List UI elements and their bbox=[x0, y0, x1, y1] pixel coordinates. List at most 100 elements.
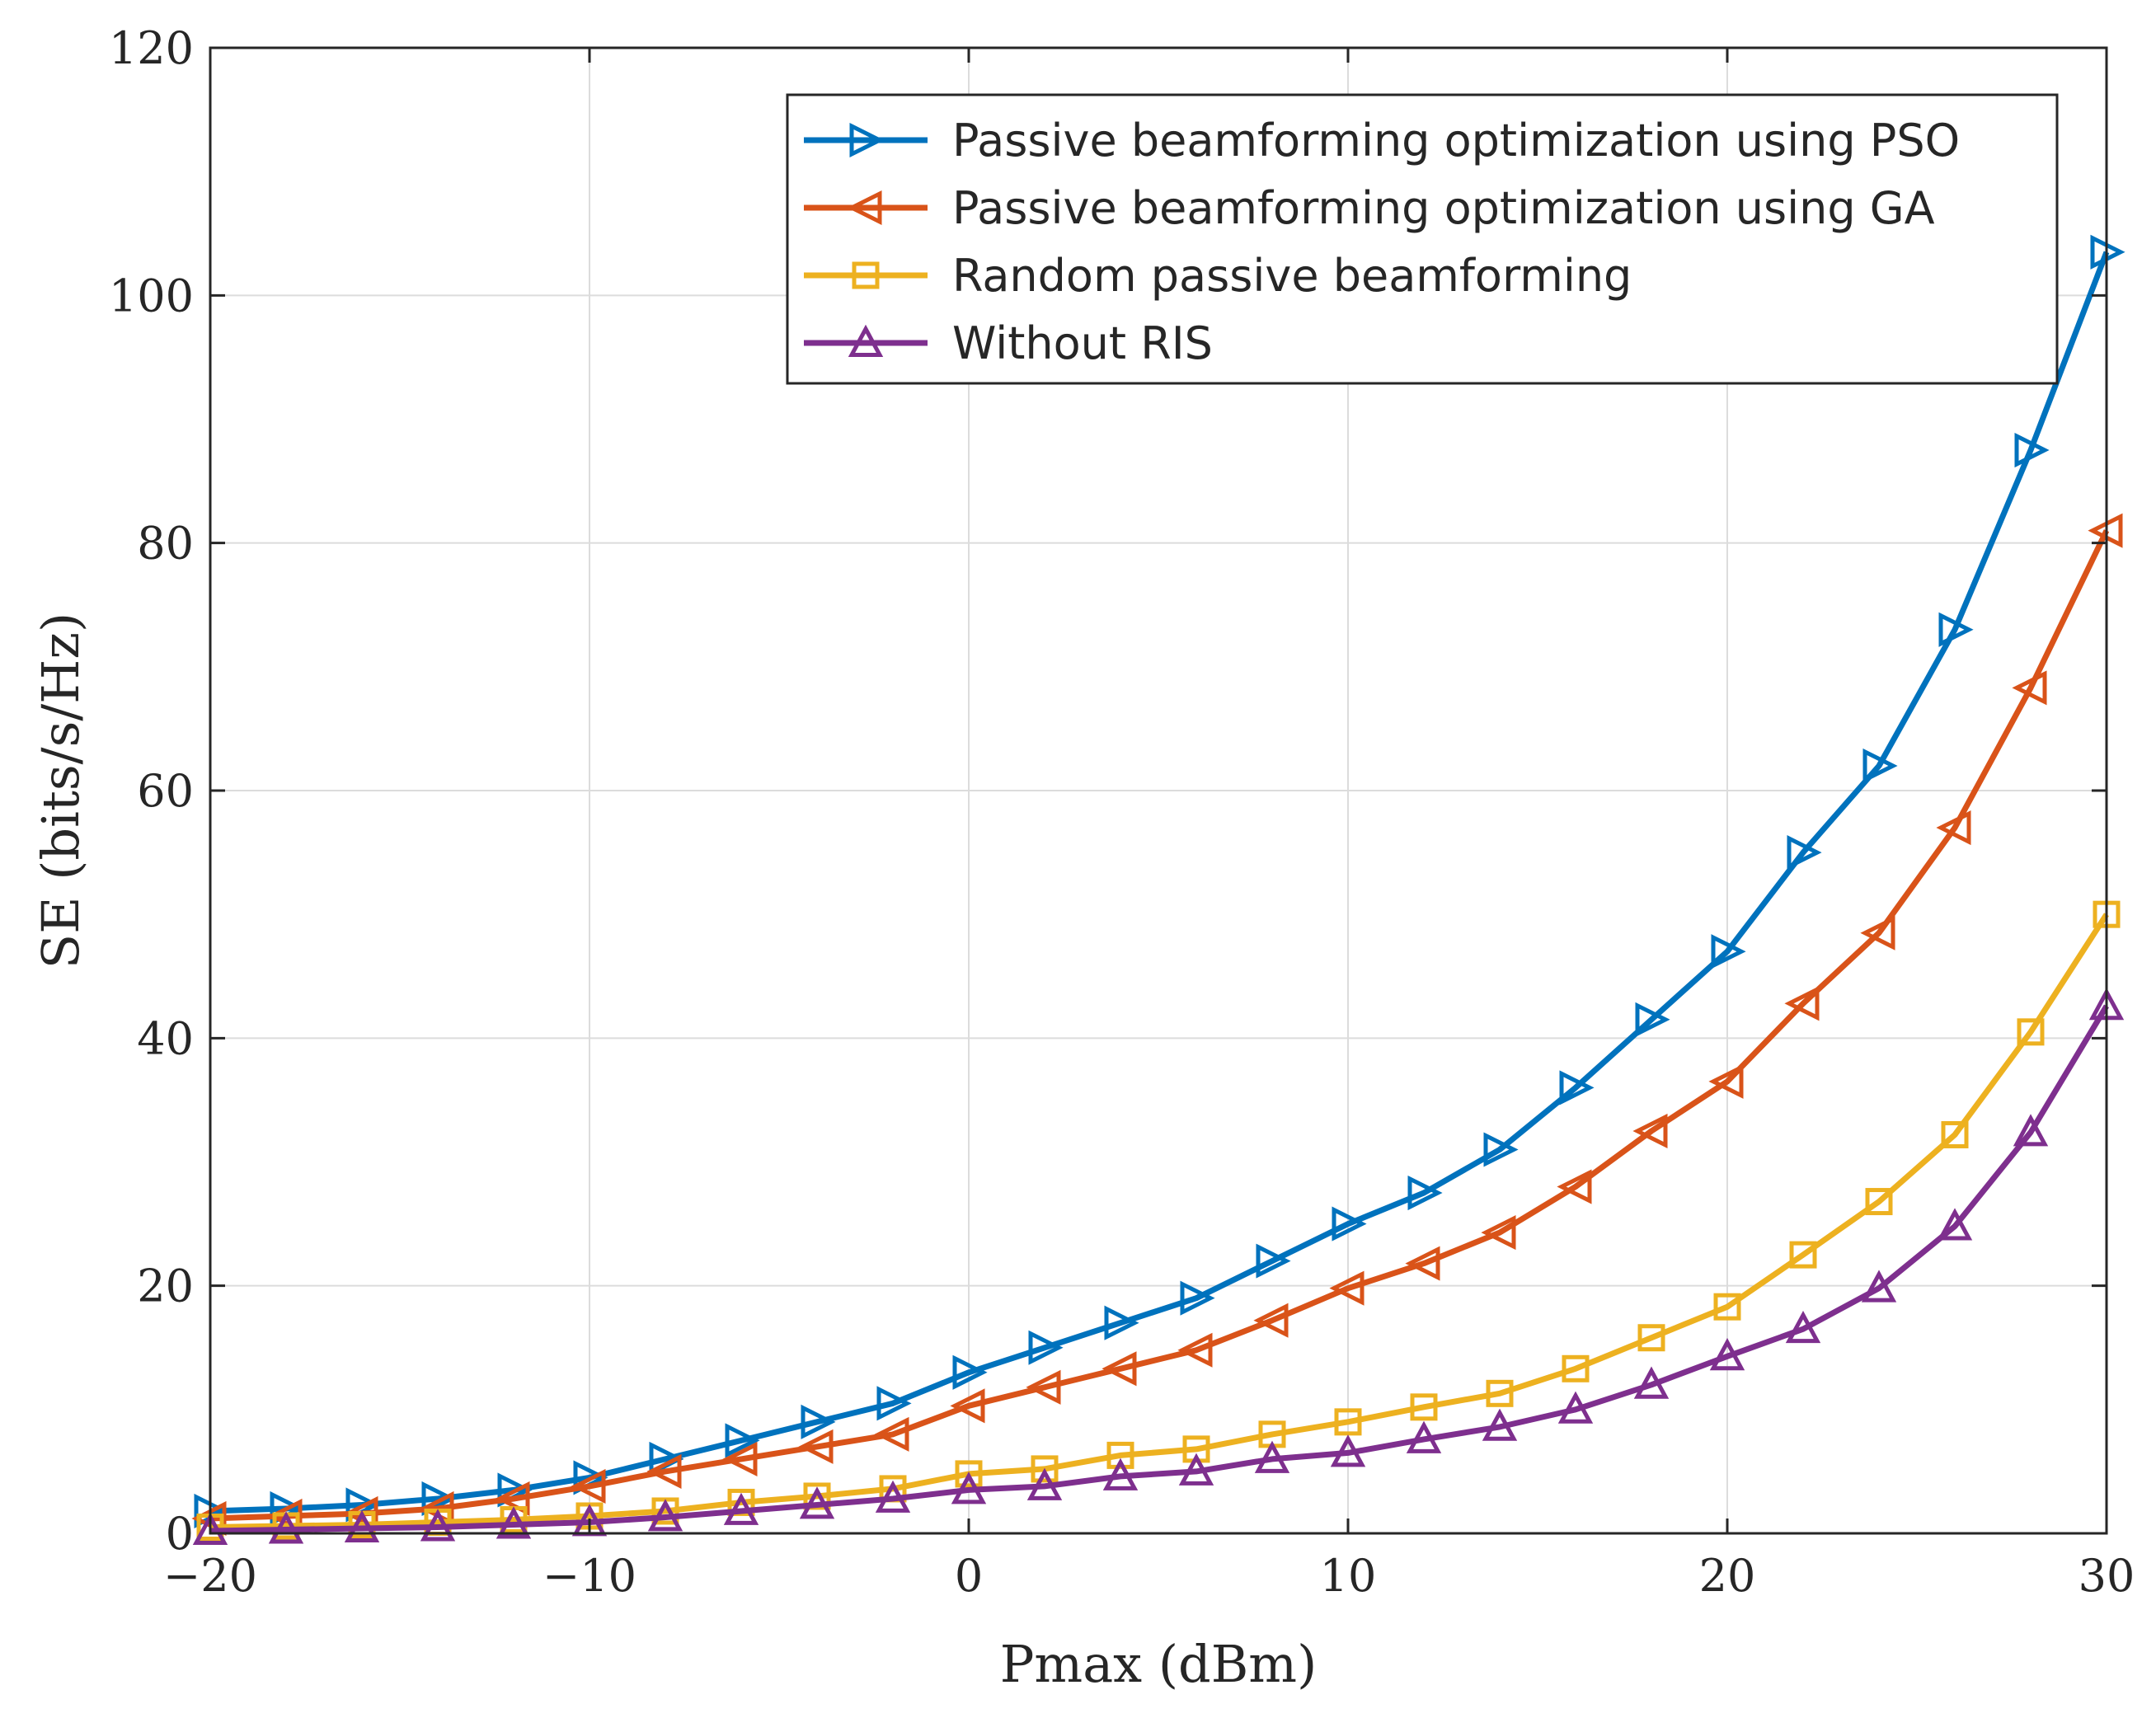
data-point bbox=[1861, 1270, 1897, 1303]
y-tick-label: 80 bbox=[137, 518, 194, 570]
data-point bbox=[1562, 1354, 1590, 1382]
data-point bbox=[1106, 1441, 1134, 1469]
x-tick-label: 20 bbox=[1699, 1550, 1756, 1602]
legend-label: Random passive beamforming bbox=[952, 250, 1632, 302]
legend-label: Passive beamforming optimization using P… bbox=[952, 115, 1960, 167]
data-point bbox=[1860, 915, 1895, 951]
data-point bbox=[1713, 1293, 1741, 1321]
series-line bbox=[209, 251, 2110, 1514]
legend-item: Random passive beamforming bbox=[804, 250, 1632, 302]
y-tick-label: 20 bbox=[137, 1260, 194, 1312]
data-point bbox=[725, 1423, 760, 1458]
data-point bbox=[875, 1480, 911, 1513]
data-point bbox=[495, 1481, 530, 1516]
data-point bbox=[1633, 1366, 1670, 1399]
data-point bbox=[801, 1404, 836, 1439]
data-point bbox=[1481, 1215, 1516, 1251]
data-point bbox=[1028, 1330, 1064, 1365]
data-point bbox=[1865, 1188, 1893, 1216]
data-point bbox=[1104, 1305, 1139, 1340]
y-tick-label: 120 bbox=[109, 22, 194, 74]
data-point bbox=[1557, 1391, 1594, 1424]
x-tick-label: 0 bbox=[955, 1550, 983, 1602]
data-point bbox=[1486, 1379, 1514, 1407]
data-point bbox=[950, 1388, 985, 1424]
data-point bbox=[571, 1468, 606, 1504]
data-point bbox=[420, 1509, 456, 1542]
data-point bbox=[1026, 1467, 1063, 1500]
x-axis-label: Pmax (dBm) bbox=[1000, 1634, 1318, 1694]
legend-box bbox=[786, 93, 2059, 385]
data-point bbox=[1637, 1324, 1665, 1352]
data-point bbox=[421, 1481, 457, 1516]
y-tick-label: 60 bbox=[137, 765, 194, 817]
data-point bbox=[1405, 1246, 1440, 1281]
legend-label: Without RIS bbox=[952, 317, 1213, 369]
series-4 bbox=[192, 988, 2125, 1545]
data-point bbox=[952, 1354, 988, 1390]
data-point bbox=[1253, 1303, 1289, 1338]
data-point bbox=[1937, 1208, 1973, 1241]
data-point bbox=[951, 1472, 987, 1504]
data-point bbox=[1178, 1453, 1214, 1486]
y-tick-label: 0 bbox=[166, 1508, 194, 1560]
data-point bbox=[267, 1498, 303, 1534]
legend-item: Passive beamforming optimization using G… bbox=[804, 182, 1935, 234]
data-point bbox=[1709, 1338, 1745, 1371]
data-point bbox=[192, 1512, 228, 1545]
data-point bbox=[496, 1506, 532, 1539]
data-point bbox=[1101, 1351, 1137, 1387]
y-axis-label: SE (bits/s/Hz) bbox=[31, 613, 91, 969]
data-point bbox=[1180, 1280, 1215, 1316]
legend-item: Passive beamforming optimization using P… bbox=[804, 115, 1960, 167]
data-point bbox=[646, 1453, 682, 1489]
data-point bbox=[2013, 1114, 2049, 1147]
series-2 bbox=[191, 513, 2123, 1537]
data-point bbox=[1031, 1455, 1059, 1483]
y-tick-label: 100 bbox=[109, 270, 194, 322]
x-tick-label: −20 bbox=[163, 1550, 257, 1602]
series-line bbox=[209, 529, 2110, 1522]
data-point bbox=[2014, 432, 2050, 468]
data-point bbox=[955, 1460, 983, 1488]
data-point bbox=[1559, 1070, 1595, 1105]
data-point bbox=[1329, 1270, 1365, 1306]
data-point bbox=[1936, 810, 1971, 846]
series-line bbox=[209, 1004, 2110, 1534]
data-point bbox=[2017, 1018, 2045, 1046]
data-point bbox=[799, 1486, 835, 1519]
legend-swatch-marker bbox=[848, 324, 884, 357]
data-point bbox=[1256, 1243, 1291, 1279]
data-point bbox=[1330, 1434, 1366, 1467]
data-point bbox=[344, 1509, 380, 1542]
data-point bbox=[1254, 1440, 1290, 1473]
data-point bbox=[343, 1495, 378, 1532]
data-point bbox=[1632, 1113, 1668, 1149]
data-point bbox=[722, 1441, 758, 1476]
data-point bbox=[1410, 1393, 1438, 1421]
y-tick-label: 40 bbox=[137, 1012, 194, 1064]
x-tick-label: 10 bbox=[1320, 1550, 1377, 1602]
data-point bbox=[798, 1429, 834, 1464]
data-point bbox=[1026, 1369, 1061, 1405]
axis-ticks: −20 −10 0 10 20 30 0 20 40 60 80 100 120 bbox=[109, 22, 2135, 1602]
data-point bbox=[1483, 1132, 1519, 1167]
data-point bbox=[1177, 1332, 1213, 1368]
data-point bbox=[1862, 748, 1898, 784]
x-tick-label: −10 bbox=[543, 1550, 636, 1602]
legend-label: Passive beamforming optimization using G… bbox=[952, 182, 1935, 234]
data-point bbox=[1789, 1241, 1817, 1269]
data-point bbox=[1784, 986, 1820, 1021]
data-point bbox=[723, 1492, 759, 1525]
data-point bbox=[874, 1416, 909, 1452]
series-3 bbox=[196, 900, 2121, 1541]
data-point bbox=[1332, 1206, 1367, 1242]
series-line bbox=[209, 913, 2109, 1530]
legend-swatch-marker bbox=[852, 261, 880, 289]
legend-swatch-marker bbox=[847, 190, 882, 226]
legend-item: Without RIS bbox=[804, 317, 1213, 369]
legend: Passive beamforming optimization using P… bbox=[786, 93, 2059, 385]
data-point bbox=[1334, 1408, 1362, 1436]
data-point bbox=[1708, 1063, 1744, 1099]
